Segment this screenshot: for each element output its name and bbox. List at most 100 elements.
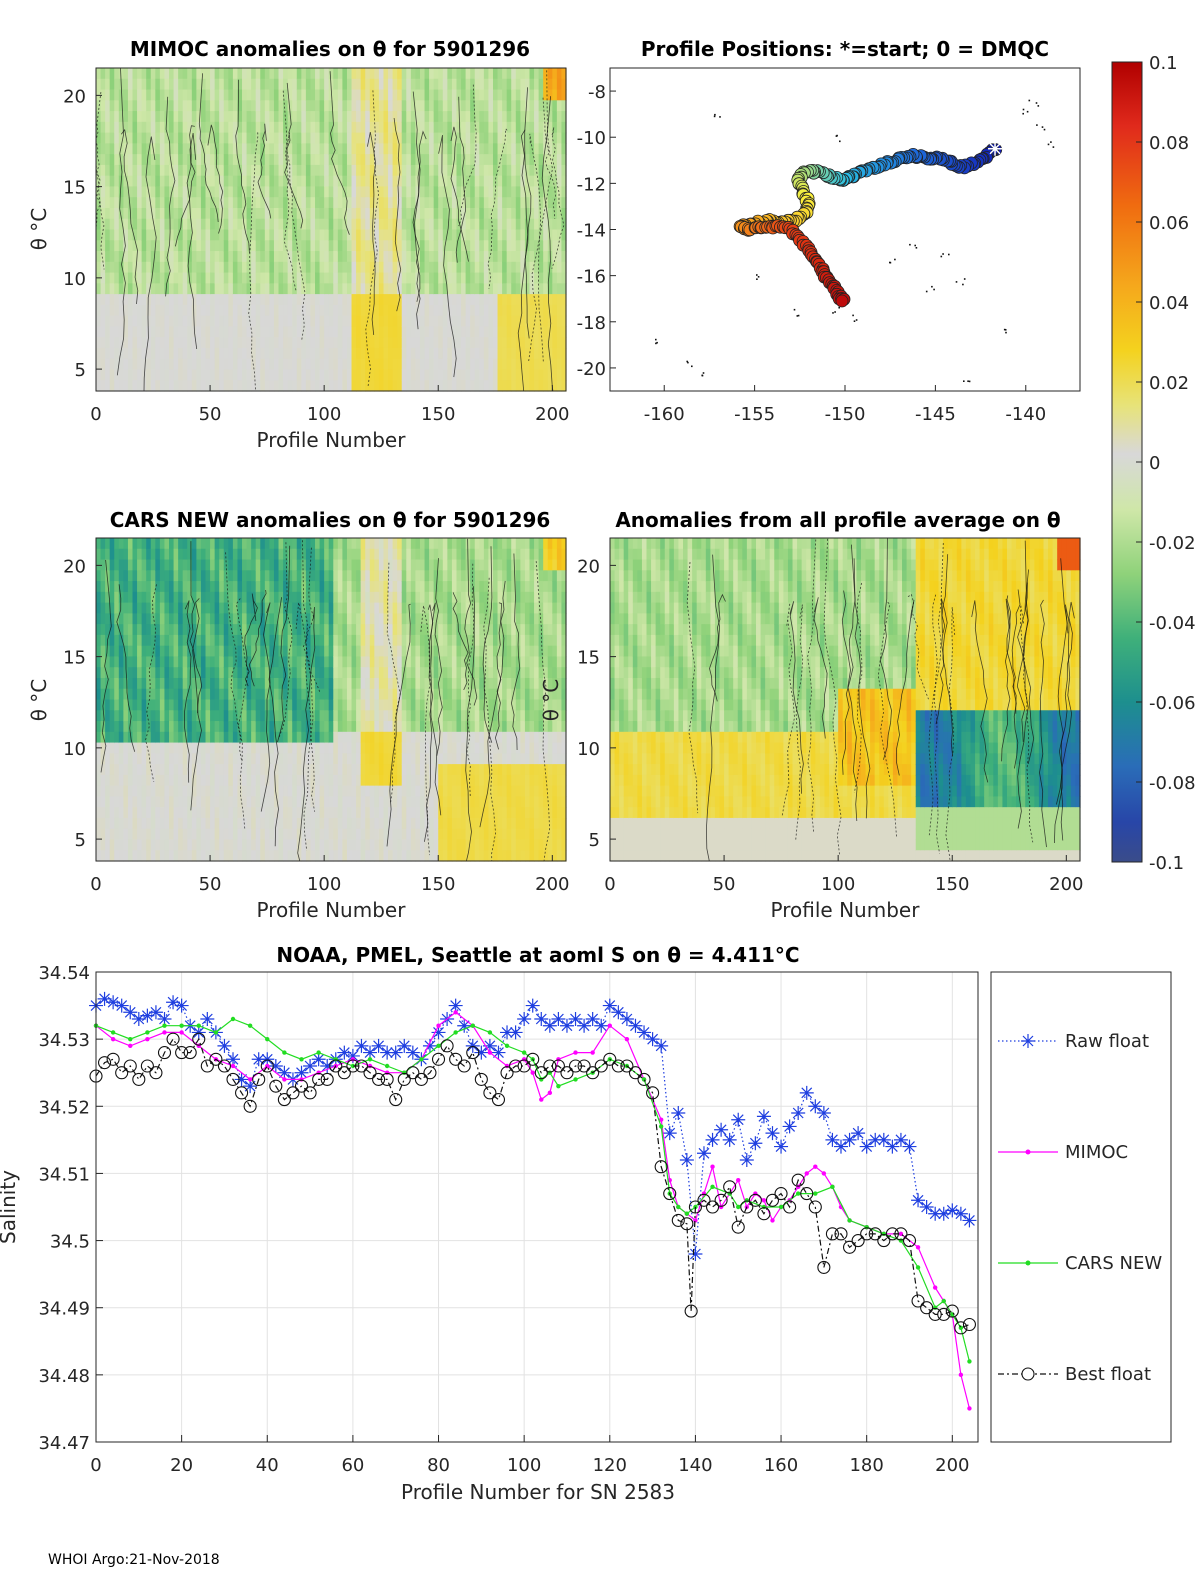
- heatmap-cell: [133, 656, 138, 667]
- heatmap-cell: [434, 230, 439, 241]
- heatmap-cell: [411, 133, 416, 144]
- heatmap-cell: [247, 624, 252, 635]
- heatmap-cell: [443, 208, 448, 219]
- heatmap-cell: [279, 100, 284, 111]
- heatmap-cell: [488, 154, 493, 165]
- heatmap-cell: [297, 549, 302, 560]
- heatmap-cell: [548, 143, 553, 154]
- heatmap-cell: [256, 732, 261, 743]
- heatmap-cell: [552, 219, 557, 230]
- heatmap-cell: [516, 79, 521, 90]
- heatmap-cell: [233, 753, 238, 764]
- heatmap-cell: [269, 100, 274, 111]
- heatmap-cell: [516, 176, 521, 187]
- heatmap-cell: [315, 753, 320, 764]
- heatmap-cell: [447, 154, 452, 165]
- heatmap-cell: [324, 656, 329, 667]
- heatmap-cell: [110, 337, 115, 348]
- heatmap-cell: [539, 369, 544, 380]
- heatmap-cell: [160, 326, 165, 337]
- heatmap-cell: [292, 829, 297, 840]
- heatmap-cell: [123, 208, 128, 219]
- start-marker: [988, 142, 1002, 156]
- heatmap-cell: [333, 122, 338, 133]
- heatmap-cell: [224, 359, 229, 370]
- heatmap-cell: [169, 743, 174, 754]
- heatmap-cell: [233, 337, 238, 348]
- heatmap-cell: [164, 764, 169, 775]
- heatmap-cell: [114, 678, 119, 689]
- heatmap-cell: [279, 186, 284, 197]
- heatmap-cell: [101, 197, 106, 208]
- heatmap-cell: [155, 68, 160, 79]
- heatmap-cell: [192, 90, 197, 101]
- heatmap-cell: [123, 122, 128, 133]
- heatmap-cell: [201, 560, 206, 571]
- heatmap-cell: [164, 283, 169, 294]
- heatmap-cell: [137, 570, 142, 581]
- heatmap-cell: [438, 197, 443, 208]
- heatmap-cell: [142, 133, 147, 144]
- heatmap-cell: [260, 753, 265, 764]
- heatmap-cell: [210, 90, 215, 101]
- heatmap-cell: [333, 68, 338, 79]
- heatmap-cell: [310, 165, 315, 176]
- heatmap-cell: [160, 721, 165, 732]
- heatmap-cell: [301, 79, 306, 90]
- heatmap-cell: [475, 79, 480, 90]
- heatmap-cell: [174, 850, 179, 861]
- heatmap-cell: [228, 764, 233, 775]
- heatmap-cell: [456, 380, 461, 391]
- heatmap-cell: [479, 273, 484, 284]
- heatmap-cell: [219, 732, 224, 743]
- heatmap-cell: [178, 592, 183, 603]
- heatmap-cell: [242, 305, 247, 316]
- heatmap-cell: [210, 678, 215, 689]
- heatmap-cell: [288, 710, 293, 721]
- heatmap-cell: [383, 337, 388, 348]
- heatmap-cell: [315, 359, 320, 370]
- heatmap-cell: [324, 818, 329, 829]
- heatmap-cell: [338, 100, 343, 111]
- heatmap-cell: [219, 764, 224, 775]
- heatmap-cell: [543, 283, 548, 294]
- heatmap-cell: [196, 316, 201, 327]
- heatmap-cell: [164, 710, 169, 721]
- heatmap-cell: [183, 122, 188, 133]
- heatmap-cell: [164, 143, 169, 154]
- heatmap-cell: [493, 337, 498, 348]
- heatmap-cell: [119, 549, 124, 560]
- heatmap-cell: [164, 656, 169, 667]
- heatmap-cell: [96, 219, 101, 230]
- heatmap-cell: [251, 818, 256, 829]
- heatmap-cell: [315, 111, 320, 122]
- heatmap-cell: [183, 133, 188, 144]
- heatmap-cell: [114, 273, 119, 284]
- heatmap-cell: [383, 283, 388, 294]
- heatmap-cell: [142, 262, 147, 273]
- heatmap-cell: [183, 283, 188, 294]
- heatmap-cell: [105, 380, 110, 391]
- heatmap-cell: [105, 240, 110, 251]
- heatmap-cell: [470, 143, 475, 154]
- heatmap-cell: [361, 273, 366, 284]
- y-tick-label: -8: [588, 82, 606, 103]
- heatmap-cell: [151, 348, 156, 359]
- heatmap-cell: [475, 219, 480, 230]
- mimoc-title: MIMOC anomalies on θ for 5901296: [130, 37, 530, 61]
- island-dot: [931, 286, 933, 288]
- heatmap-cell: [123, 678, 128, 689]
- heatmap-cell: [96, 570, 101, 581]
- heatmap-cell: [128, 154, 133, 165]
- mimoc-xlabel: Profile Number: [257, 428, 407, 452]
- heatmap-cell: [178, 316, 183, 327]
- heatmap-cell: [315, 829, 320, 840]
- heatmap-cell: [114, 732, 119, 743]
- heatmap-cell: [484, 262, 489, 273]
- heatmap-cell: [265, 380, 270, 391]
- heatmap-cell: [379, 133, 384, 144]
- heatmap-cell: [493, 176, 498, 187]
- heatmap-cell: [498, 273, 503, 284]
- heatmap-cell: [365, 197, 370, 208]
- heatmap-cell: [438, 79, 443, 90]
